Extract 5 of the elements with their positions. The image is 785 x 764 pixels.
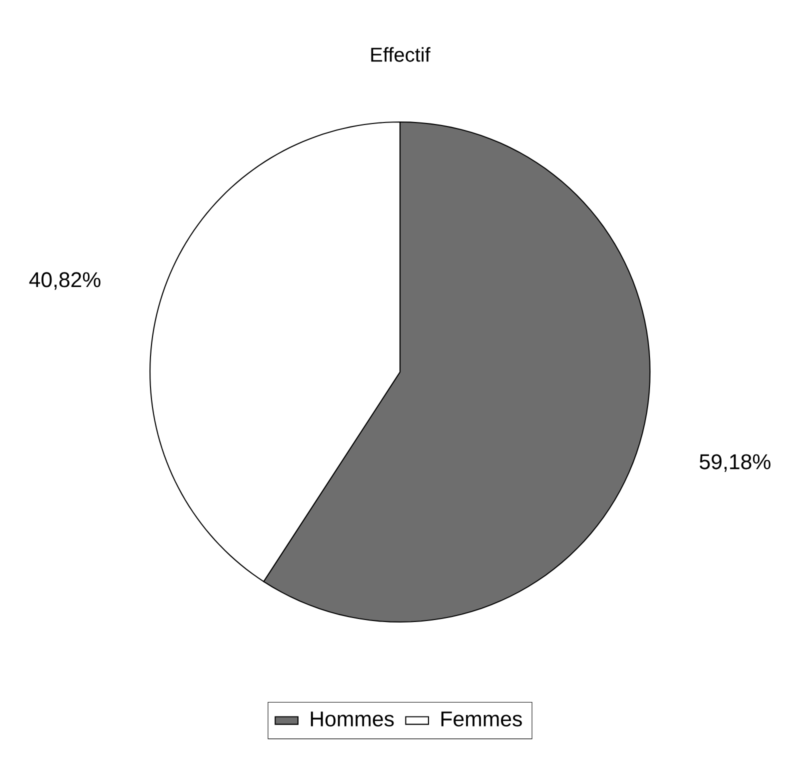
legend-label: Hommes (310, 712, 394, 726)
data-label: 59,18% (700, 454, 770, 472)
chart-title: Effectif (371, 47, 430, 62)
data-label: 40,82% (29, 272, 100, 290)
legend-label: Femmes (441, 712, 522, 726)
